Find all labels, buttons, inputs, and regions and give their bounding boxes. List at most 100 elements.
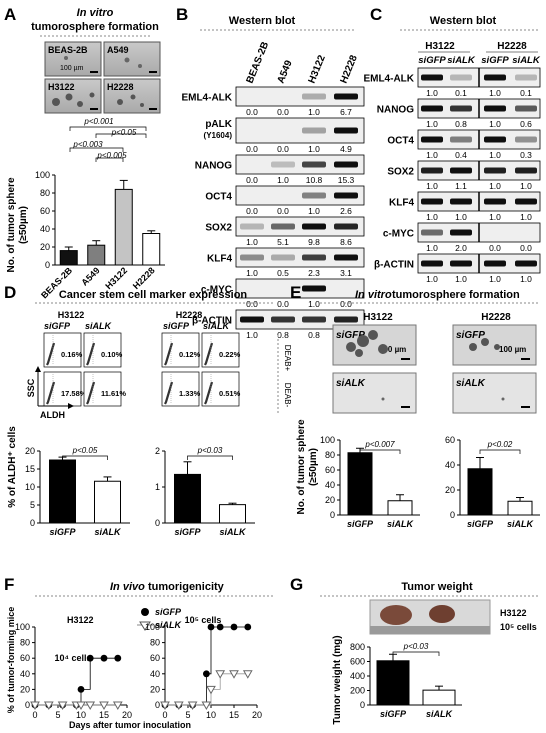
- band-value: 0.1: [455, 88, 467, 98]
- band-value: 1.0: [426, 243, 438, 253]
- panel-d-ylabel: % of ALDH⁺ cells: [7, 426, 18, 508]
- blot-membrane: [235, 154, 365, 175]
- x-tick-label: H3122: [103, 265, 129, 291]
- band-value: 1.0: [520, 274, 532, 284]
- sphere: [355, 349, 363, 357]
- blot-band: [271, 254, 295, 261]
- panel-e-group: H3122: [363, 312, 393, 323]
- blot-band: [450, 167, 472, 174]
- image-label: siALK: [336, 378, 366, 389]
- y-tick-label: 20: [325, 495, 335, 505]
- blot-label: OCT4: [205, 192, 232, 203]
- blot-label: NANOG: [195, 161, 232, 172]
- ssc-axis-label: SSC: [26, 378, 36, 397]
- point-sialk: [43, 701, 54, 711]
- blot-band: [421, 136, 443, 143]
- bar: [49, 459, 76, 524]
- flow-frame: [201, 332, 240, 368]
- blot-band: [421, 198, 443, 205]
- panel-c-letter: C: [370, 5, 382, 24]
- blot-membrane: [235, 309, 365, 330]
- tumorosphere-image: siGFP 100 µm: [332, 324, 417, 366]
- y-tick-label: 2: [155, 446, 160, 456]
- blot-band: [302, 223, 326, 230]
- chart-h2228: 0 1 2 siGFP siALK p<0.03: [155, 446, 255, 537]
- y-tick-label: 60: [20, 653, 30, 663]
- legend-label: siALK: [155, 620, 183, 630]
- band-value: 1.0: [426, 212, 438, 222]
- blot-label: β-ACTIN: [374, 260, 414, 271]
- point-sigfp: [216, 623, 224, 631]
- panel-b-lanes: BEAS-2B A549 H3122 H2228: [245, 40, 360, 85]
- band-value: 0.0: [340, 299, 352, 309]
- y-tick-label: 10: [25, 482, 35, 492]
- lane-label: siGFP: [481, 55, 509, 66]
- point-sigfp: [203, 670, 210, 678]
- panel-c-title: Western blot: [430, 15, 497, 27]
- panel-f-title-1: In vivo: [110, 581, 145, 593]
- panel-f-cell: H3122: [67, 615, 94, 625]
- y-tick-label: 40: [40, 224, 50, 234]
- panel-e-title-2: tumorosphere formation: [392, 289, 520, 301]
- pvalue: p<0.02: [487, 440, 513, 449]
- legend-label: siGFP: [155, 607, 182, 617]
- panel-c-group: H2228: [497, 41, 527, 52]
- image-label: A549: [107, 45, 129, 55]
- blot-label: KLF4: [389, 198, 414, 209]
- panel-e-images: siGFP 100 µm siALK siGFP 100 µm siALK: [332, 324, 537, 414]
- blot-band: [302, 93, 326, 100]
- y-tick-label: 60: [150, 653, 160, 663]
- blot-membrane: [235, 278, 365, 299]
- blot-band: [484, 260, 506, 267]
- y-tick-label: 0: [155, 518, 160, 528]
- x-tick-label: A549: [79, 265, 101, 287]
- pvalue-bracket: [392, 651, 440, 656]
- pvalue: p<0.05: [111, 128, 137, 137]
- flow-frame: [43, 371, 82, 407]
- point-sialk: [173, 701, 184, 711]
- blot-membrane: [235, 86, 365, 107]
- chart-subtitle: 10⁴ cells: [55, 653, 92, 663]
- flow-frame: [43, 332, 82, 368]
- sphere: [481, 338, 489, 346]
- band-value: 1.0: [426, 88, 438, 98]
- deab-plus-label: DEAB+: [283, 345, 292, 372]
- band-value: 0.0: [277, 299, 289, 309]
- image-label: siALK: [456, 378, 486, 389]
- band-value: 15.3: [338, 175, 355, 185]
- blot-band: [334, 316, 358, 323]
- flow-plot: 0.22%: [201, 332, 241, 368]
- x-tick-label: 5: [185, 710, 190, 720]
- y-tick-label: 100: [35, 170, 50, 180]
- band-value: 2.0: [455, 243, 467, 253]
- chart-h3122: 0 20 40 60 80 100 siGFP siALK p<0.007: [320, 435, 420, 529]
- series-line: [165, 626, 248, 706]
- image-label: H3122: [48, 82, 75, 92]
- blot-band: [334, 161, 358, 168]
- band-value: 4.9: [340, 144, 352, 154]
- point-sialk: [201, 701, 212, 711]
- tumorosphere-image-h3122: H3122: [44, 78, 102, 114]
- bar: [174, 473, 201, 524]
- flow-frame: [83, 332, 122, 368]
- flow-frame: [201, 371, 240, 407]
- blot-band: [240, 316, 264, 323]
- y-tick-label: 40: [20, 669, 30, 679]
- band-value: 1.0: [308, 299, 320, 309]
- flow-plot: 1.33%: [161, 371, 201, 407]
- panel-d-group: H2228: [176, 310, 203, 320]
- y-tick-label: 20: [445, 485, 455, 495]
- panel-c-group: H3122: [425, 41, 455, 52]
- y-tick-label: 20: [150, 684, 160, 694]
- band-value: 0.0: [246, 175, 258, 185]
- scale-label: 100 µm: [60, 65, 84, 72]
- pvalue: p<0.03: [197, 446, 223, 455]
- panel-g-ylabel: Tumor weight (mg): [332, 635, 343, 724]
- panel-e-ylabel-2: (≥50µm): [308, 448, 319, 486]
- band-value: 1.0: [426, 150, 438, 160]
- blot-band: [515, 74, 537, 81]
- point-sigfp: [207, 623, 215, 631]
- blot-band: [450, 136, 472, 143]
- x-tick-label: 15: [229, 710, 239, 720]
